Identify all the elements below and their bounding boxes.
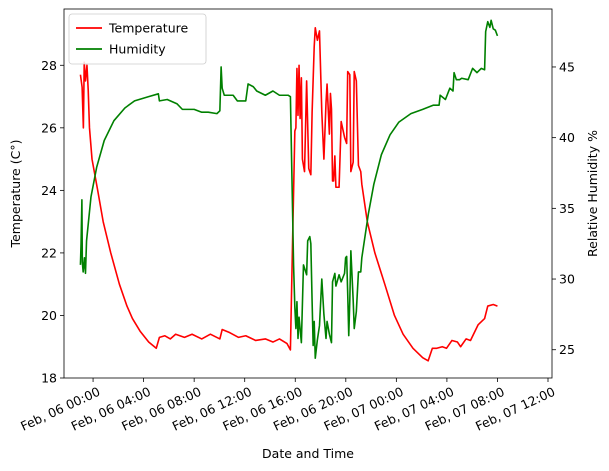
plot-lines <box>79 19 499 362</box>
legend-label-temperature: Temperature <box>108 21 188 36</box>
x-axis-label: Date and Time <box>262 446 354 461</box>
left-tick-label: 22 <box>41 245 57 260</box>
left-tick-label: 26 <box>41 120 57 135</box>
right-axis-ticks: 25 30 35 40 45 <box>552 59 575 357</box>
legend-box <box>68 13 207 65</box>
right-tick-label: 25 <box>559 342 575 357</box>
left-tick-label: 28 <box>41 58 57 73</box>
right-tick-label: 30 <box>559 272 575 287</box>
right-tick-label: 40 <box>559 130 575 145</box>
left-axis-ticks: 18 20 22 24 26 28 <box>41 58 64 386</box>
left-tick-label: 24 <box>41 183 57 198</box>
left-y-axis-label: Temperature (C°) <box>8 140 23 249</box>
series-line-humidity <box>79 19 499 360</box>
left-tick-label: 20 <box>41 308 57 323</box>
right-y-axis-label: Relative Humidity % <box>585 130 600 257</box>
legend-label-humidity: Humidity <box>109 42 166 57</box>
left-tick-label: 18 <box>41 371 57 386</box>
right-tick-label: 35 <box>559 201 575 216</box>
plot-frame <box>63 8 553 379</box>
series-line-temperature <box>79 26 498 362</box>
legend: Temperature Humidity <box>68 13 207 65</box>
right-tick-label: 45 <box>559 59 575 74</box>
